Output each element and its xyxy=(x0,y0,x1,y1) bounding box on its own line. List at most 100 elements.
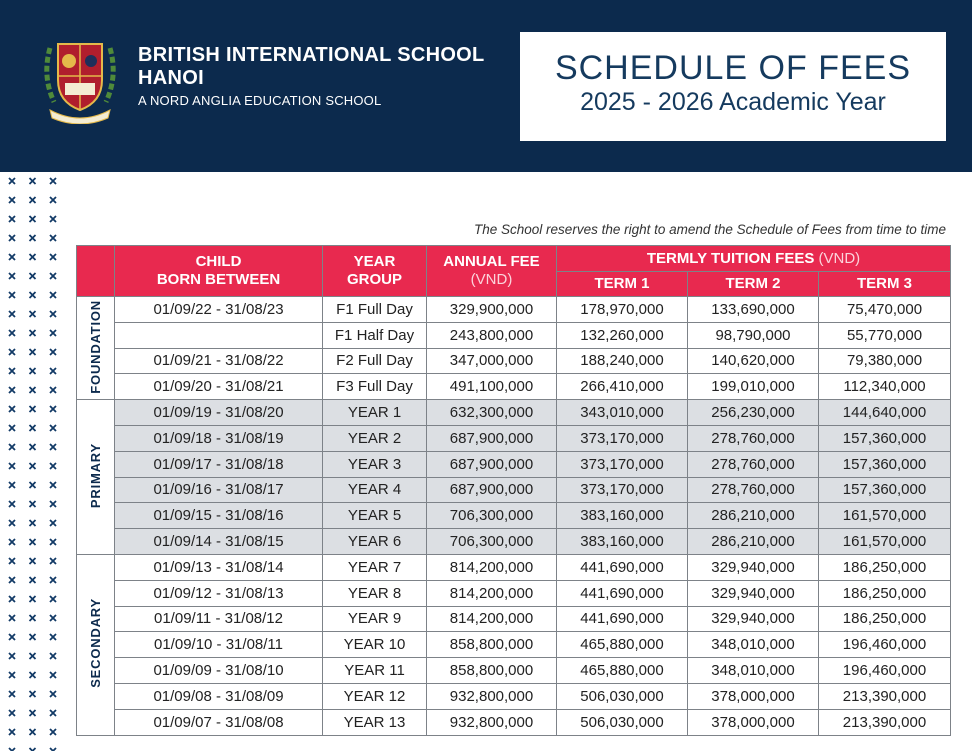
annual-fee: 243,800,000 xyxy=(426,321,557,349)
term-fee: 178,970,000 xyxy=(556,296,688,323)
year-group: YEAR 10 xyxy=(322,631,427,659)
term-fee: 144,640,000 xyxy=(817,399,952,426)
born-between: 01/09/13 - 31/08/14 xyxy=(114,553,323,581)
year-group: YEAR 2 xyxy=(322,424,427,452)
term-fee: 161,570,000 xyxy=(817,528,952,555)
term-fee: 75,470,000 xyxy=(817,296,952,323)
annual-fee: 858,800,000 xyxy=(426,631,557,659)
header-text: BORN BETWEEN xyxy=(156,271,281,288)
annual-fee: 814,200,000 xyxy=(426,579,557,607)
term-fee: 329,940,000 xyxy=(687,605,819,633)
term-fee: 186,250,000 xyxy=(817,605,952,633)
section-label: PRIMARY xyxy=(76,399,115,555)
term-fee: 188,240,000 xyxy=(556,347,688,375)
fee-row: 01/09/08 - 31/08/09 YEAR 12 932,800,000 506… xyxy=(77,682,952,710)
term-fee: 157,360,000 xyxy=(817,424,952,452)
section-name: SECONDARY xyxy=(88,598,103,689)
born-between: 01/09/20 - 31/08/21 xyxy=(114,373,323,401)
fee-row: 01/09/16 - 31/08/17 YEAR 4 687,900,000 373,… xyxy=(77,476,952,504)
header-term: TERM 1 xyxy=(556,271,688,297)
annual-fee: 687,900,000 xyxy=(426,450,557,478)
school-block: BRITISH INTERNATIONAL SCHOOL HANOI A NOR… xyxy=(138,44,485,108)
annual-fee: 932,800,000 xyxy=(426,682,557,710)
year-group: F2 Full Day xyxy=(322,347,427,375)
annual-fee: 687,900,000 xyxy=(426,424,557,452)
school-name: HANOI xyxy=(138,67,204,89)
fee-row: 01/09/11 - 31/08/12 YEAR 9 814,200,000 441,… xyxy=(77,605,952,633)
born-between: 01/09/21 - 31/08/22 xyxy=(114,347,323,375)
fee-row: 01/09/14 - 31/08/15 YEAR 6 706,300,000 383,… xyxy=(77,528,952,555)
term-fee: 213,390,000 xyxy=(817,682,952,710)
header-unit: (VND) xyxy=(470,271,513,288)
term-fee: 373,170,000 xyxy=(556,424,688,452)
term-fee: 186,250,000 xyxy=(817,579,952,607)
term-fee: 278,760,000 xyxy=(687,476,819,504)
annual-fee: 687,900,000 xyxy=(426,476,557,504)
born-between: 01/09/14 - 31/08/15 xyxy=(114,528,323,555)
term-fee: 343,010,000 xyxy=(556,399,688,426)
annual-fee: 814,200,000 xyxy=(426,553,557,581)
section-name: FOUNDATION xyxy=(88,299,103,394)
year-group: YEAR 4 xyxy=(322,476,427,504)
header-term: TERM 2 xyxy=(687,271,819,297)
title-box: SCHEDULE OF FEES 2025 - 2026 Academic Ye… xyxy=(520,32,946,141)
fee-row: 01/09/20 - 31/08/21 F3 Full Day 491,100,00… xyxy=(77,373,952,401)
term-fee: 140,620,000 xyxy=(687,347,819,375)
term-fee: 256,230,000 xyxy=(687,399,819,426)
header-text: ANNUAL FEE xyxy=(443,253,540,270)
header-annual-fee: ANNUAL FEE (VND) xyxy=(426,245,557,297)
fee-row: F1 Half Day 243,800,000 132,260,000 98,790,… xyxy=(77,321,952,349)
year-group: YEAR 1 xyxy=(322,399,427,426)
born-between: 01/09/11 - 31/08/12 xyxy=(114,605,323,633)
header-unit: (VND) xyxy=(818,249,861,267)
born-between: 01/09/15 - 31/08/16 xyxy=(114,502,323,530)
school-name: BRITISH INTERNATIONAL SCHOOL xyxy=(138,44,485,66)
fee-row: SECONDARY 01/09/13 - 31/08/14 YEAR 7 814,20… xyxy=(76,553,952,736)
term-fee: 157,360,000 xyxy=(817,450,952,478)
term-fee: 348,010,000 xyxy=(687,631,819,659)
born-between xyxy=(114,321,323,349)
term-fee: 465,880,000 xyxy=(556,631,688,659)
annual-fee: 329,900,000 xyxy=(426,296,557,323)
header-cell xyxy=(76,245,115,297)
fee-row: 01/09/10 - 31/08/11 YEAR 10 858,800,000 465… xyxy=(77,631,952,659)
fee-row: 01/09/15 - 31/08/16 YEAR 5 706,300,000 383,… xyxy=(77,502,952,530)
term-fee: 465,880,000 xyxy=(556,657,688,684)
year-group: YEAR 9 xyxy=(322,605,427,633)
born-between: 01/09/17 - 31/08/18 xyxy=(114,450,323,478)
annual-fee: 858,800,000 xyxy=(426,657,557,684)
annual-fee: 814,200,000 xyxy=(426,605,557,633)
term-fee: 286,210,000 xyxy=(687,502,819,530)
term-fee: 378,000,000 xyxy=(687,708,819,736)
term-fee: 132,260,000 xyxy=(556,321,688,349)
term-fee: 383,160,000 xyxy=(556,502,688,530)
fee-row: FOUNDATION 01/09/22 - 31/08/23 F1 Full Day… xyxy=(76,295,952,401)
term-fee: 348,010,000 xyxy=(687,657,819,684)
term-fee: 441,690,000 xyxy=(556,579,688,607)
term-fee: 266,410,000 xyxy=(556,373,688,401)
header-row: TERM 1 TERM 2 TERM 3 xyxy=(77,271,952,297)
term-fee: 196,460,000 xyxy=(817,657,952,684)
year-group: YEAR 11 xyxy=(322,657,427,684)
fee-row: 01/09/12 - 31/08/13 YEAR 8 814,200,000 441,… xyxy=(77,579,952,607)
term-fee: 286,210,000 xyxy=(687,528,819,555)
year-group: YEAR 5 xyxy=(322,502,427,530)
annual-fee: 706,300,000 xyxy=(426,528,557,555)
header-text: GROUP xyxy=(346,271,402,288)
born-between: 01/09/12 - 31/08/13 xyxy=(114,579,323,607)
header-row: CHILD BORN BETWEEN YEAR GROUP ANNUAL FEE (VND… xyxy=(76,245,952,297)
fee-row: PRIMARY 01/09/19 - 31/08/20 YEAR 1 632,300,… xyxy=(76,399,952,555)
year-group: YEAR 8 xyxy=(322,579,427,607)
born-between: 01/09/19 - 31/08/20 xyxy=(114,399,323,426)
year-group: F1 Full Day xyxy=(322,296,427,323)
term-fee: 278,760,000 xyxy=(687,450,819,478)
fee-row: 01/09/18 - 31/08/19 YEAR 2 687,900,000 373,… xyxy=(77,424,952,452)
note: The School reserves the right to amend t… xyxy=(474,222,946,237)
term-fee: 161,570,000 xyxy=(817,502,952,530)
annual-fee: 932,800,000 xyxy=(426,708,557,736)
section-name: PRIMARY xyxy=(88,443,103,509)
fee-row: 01/09/17 - 31/08/18 YEAR 3 687,900,000 373,… xyxy=(77,450,952,478)
born-between: 01/09/07 - 31/08/08 xyxy=(114,708,323,736)
header-text: CHILD xyxy=(195,253,242,270)
